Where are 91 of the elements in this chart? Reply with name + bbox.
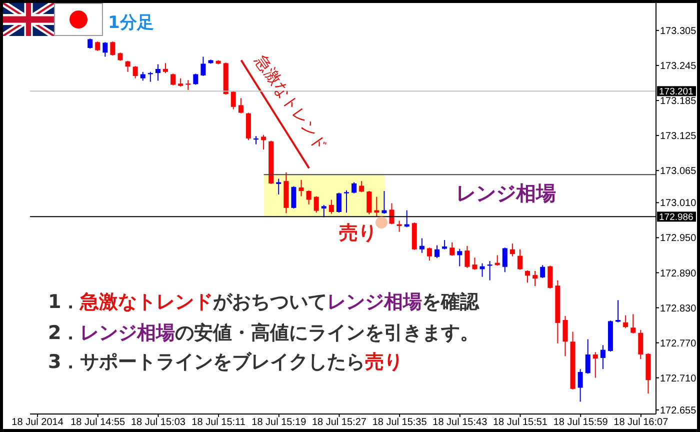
candlestick [162, 62, 168, 74]
candlestick [419, 238, 424, 254]
candlestick [276, 178, 282, 195]
y-tick-label: 173.125 [660, 131, 697, 142]
candlestick [426, 247, 432, 261]
candlestick [592, 352, 598, 378]
annotation: 急激なトレンド [251, 52, 332, 154]
candlestick [95, 41, 100, 52]
annotation: レンジ相場 [80, 322, 176, 344]
candlestick [532, 270, 538, 287]
candlestick [616, 300, 621, 323]
candlestick [344, 190, 349, 214]
annotation: 急激なトレンド [80, 291, 214, 313]
candlestick [389, 202, 394, 225]
candlestick [352, 182, 357, 194]
candlestick [585, 338, 590, 374]
annotation: がおちついて [213, 291, 328, 313]
x-tick-label: 18 Jul 15:11 [192, 417, 246, 428]
y-tick-label: 173.065 [660, 166, 697, 178]
y-tick-label: 172.830 [660, 303, 697, 314]
candlestick [321, 204, 326, 218]
candlestick [298, 179, 304, 197]
candlestick [630, 314, 636, 334]
y-tick-label: 173.245 [660, 61, 697, 72]
candlestick [336, 192, 342, 214]
candlestick [102, 42, 108, 58]
x-tick-label: 18 Jul 15:43 [432, 417, 488, 428]
x-tick-label: 18 Jul 15:51 [492, 417, 548, 428]
y-tick-label: 173.185 [660, 96, 697, 108]
candlestick [540, 264, 546, 278]
x-tick-label: 18 Jul 16:07 [614, 417, 669, 428]
candlestick [434, 244, 440, 259]
y-tick-label: 172.770 [660, 338, 697, 350]
candlestick [517, 248, 522, 270]
annotation: を確認 [422, 291, 480, 313]
annotation: の安値・高値にラインを引きます。 [175, 322, 480, 344]
candlestick [155, 64, 160, 82]
candlestick [88, 38, 93, 50]
candlestick [600, 344, 606, 370]
x-tick-label: 18 Jul 2014 [12, 417, 64, 428]
annotation: 1分足 [108, 13, 154, 33]
x-tick-label: 18 Jul 15:03 [130, 417, 186, 428]
candlestick [638, 329, 644, 360]
annotation: サポートラインをブレイクしたら [80, 351, 366, 373]
annotation: レンジ相場 [327, 291, 422, 313]
candlestick [306, 190, 312, 205]
candlestick [578, 368, 583, 402]
annotation: 3． [48, 351, 80, 373]
x-tick-label: 18 Jul 14:55 [70, 417, 126, 428]
ref-line-label: 172.986 [659, 212, 694, 224]
candlestick [502, 247, 508, 273]
x-tick-label: 18 Jul 15:35 [372, 417, 428, 428]
candlestick [623, 314, 628, 329]
y-tick-label: 173.305 [660, 26, 697, 37]
candlestick [525, 270, 530, 284]
candlestick [125, 60, 130, 72]
y-tick-label: 172.655 [660, 405, 697, 416]
y-tick-label: 172.950 [660, 233, 697, 244]
candlestick [110, 41, 116, 56]
candlestick [291, 186, 296, 209]
annotation: レンジ相場 [456, 181, 556, 205]
x-tick-label: 18 Jul 15:27 [312, 417, 367, 428]
candlestick [314, 196, 319, 214]
candlestick [132, 66, 138, 79]
candlestick [510, 243, 515, 257]
y-tick-label: 173.010 [660, 198, 697, 210]
candlestick [472, 257, 478, 270]
candlestick [261, 134, 266, 150]
candlestick [200, 56, 206, 76]
candlestick [548, 265, 553, 289]
candlestick [193, 73, 198, 86]
candlestick [359, 180, 364, 193]
x-tick-label: 18 Jul 15:59 [553, 417, 608, 428]
candlestick [230, 90, 236, 110]
annotation: 売り [339, 222, 377, 244]
ref-line-label: 173.201 [659, 86, 694, 98]
candlestick [464, 245, 470, 269]
candlestick [366, 190, 372, 215]
candlestick [457, 248, 462, 267]
candlestick [328, 199, 334, 214]
candlestick [238, 98, 244, 114]
annotation: 1． [48, 291, 80, 313]
y-tick-label: 172.890 [660, 268, 697, 280]
annotation: 売り [365, 351, 404, 373]
candlestick [450, 242, 455, 256]
candlestick [562, 315, 568, 357]
candlestick [442, 240, 448, 250]
annotation: 2． [48, 322, 80, 344]
y-tick-label: 172.710 [660, 373, 697, 384]
candlestick [170, 73, 176, 86]
x-tick-label: 18 Jul 15:19 [252, 417, 307, 428]
